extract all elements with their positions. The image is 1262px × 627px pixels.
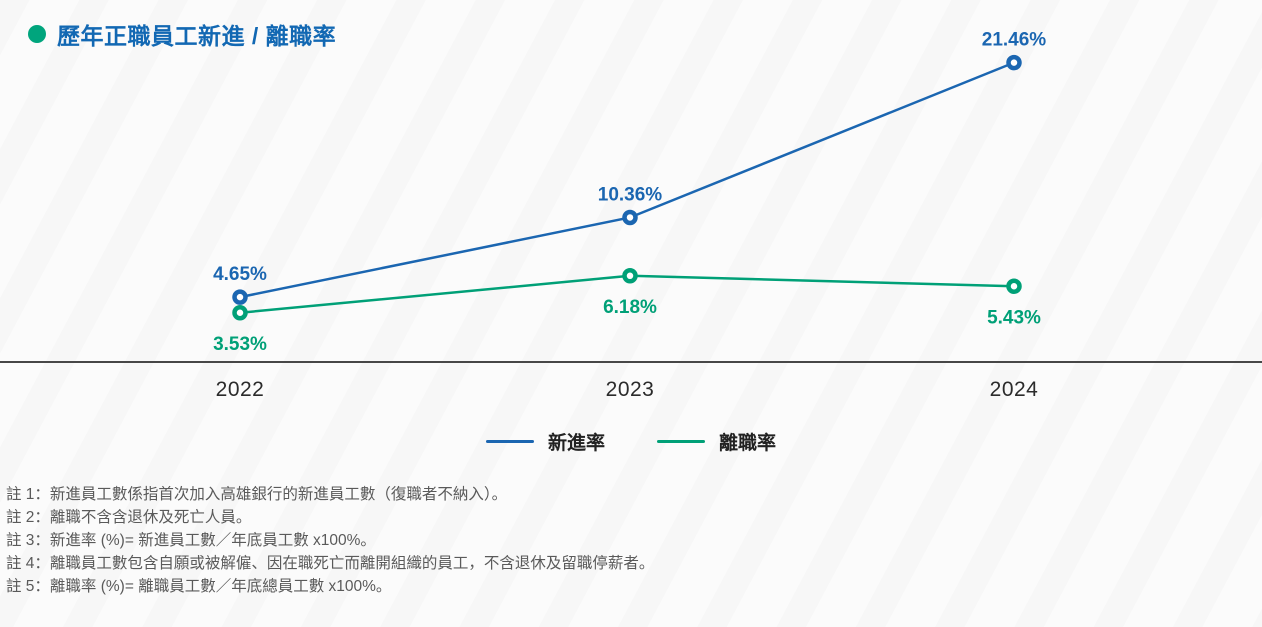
chart-legend: 新進率 離職率 <box>0 428 1262 455</box>
chart-title: 歷年正職員工新進 / 離職率 <box>57 23 337 49</box>
newhire-label-2022: 4.65% <box>213 264 267 285</box>
newhire-label-2024: 21.46% <box>982 30 1047 51</box>
turnover-label-2024: 5.43% <box>987 307 1041 328</box>
footnote-3: 註 3：新進率 (%)= 新進員工數／年底員工數 x100%。 <box>6 532 376 549</box>
turnover-label-2023: 6.18% <box>603 297 657 318</box>
turnover-point-2022 <box>232 305 248 321</box>
legend-item-newhire-rate: 新進率 <box>485 428 605 455</box>
footnote-2: 註 2：離職不含含退休及死亡人員。 <box>6 509 252 526</box>
x-axis-labels: 2022 2023 2024 <box>0 378 1262 408</box>
newhire-point-2022 <box>232 289 248 305</box>
x-axis-label-2024: 2024 <box>989 378 1039 401</box>
legend-item-turnover-rate: 離職率 <box>657 428 776 455</box>
x-axis-label-2022: 2022 <box>215 378 265 401</box>
footnote-5: 註 5：離職率 (%)= 離職員工數／年底總員工數 x100%。 <box>6 578 392 595</box>
footnote-1: 註 1：新進員工數係指首次加入高雄銀行的新進員工數（復職者不納入）。 <box>6 486 508 503</box>
newhire-point-2024 <box>1006 54 1022 71</box>
footnotes: 註 1：新進員工數係指首次加入高雄銀行的新進員工數（復職者不納入）。 註 2：離… <box>6 483 1206 598</box>
chart-title-row: 歷年正職員工新進 / 離職率 <box>28 17 336 51</box>
turnover-label-2022: 3.53% <box>213 334 267 355</box>
legend-label-turnover-rate: 離職率 <box>719 433 777 454</box>
newhire-line-swatch-icon <box>485 440 534 443</box>
legend-label-newhire-rate: 新進率 <box>547 433 605 454</box>
line-chart: 4.65% 10.36% 21.46% 3.53% 6.18% 5.43% <box>0 30 1262 363</box>
turnover-line-swatch-icon <box>657 440 705 443</box>
turnover-point-2024 <box>1006 278 1022 295</box>
newhire-point-2023 <box>622 209 638 226</box>
title-bullet-icon <box>28 25 46 43</box>
newhire-rate-line <box>239 61 1015 299</box>
newhire-label-2023: 10.36% <box>598 184 663 205</box>
footnote-4: 註 4：離職員工數包含自願或被解僱、因在職死亡而離開組織的員工，不含退休及留職停… <box>6 555 655 572</box>
x-axis-label-2023: 2023 <box>605 378 655 401</box>
turnover-point-2023 <box>622 268 638 284</box>
